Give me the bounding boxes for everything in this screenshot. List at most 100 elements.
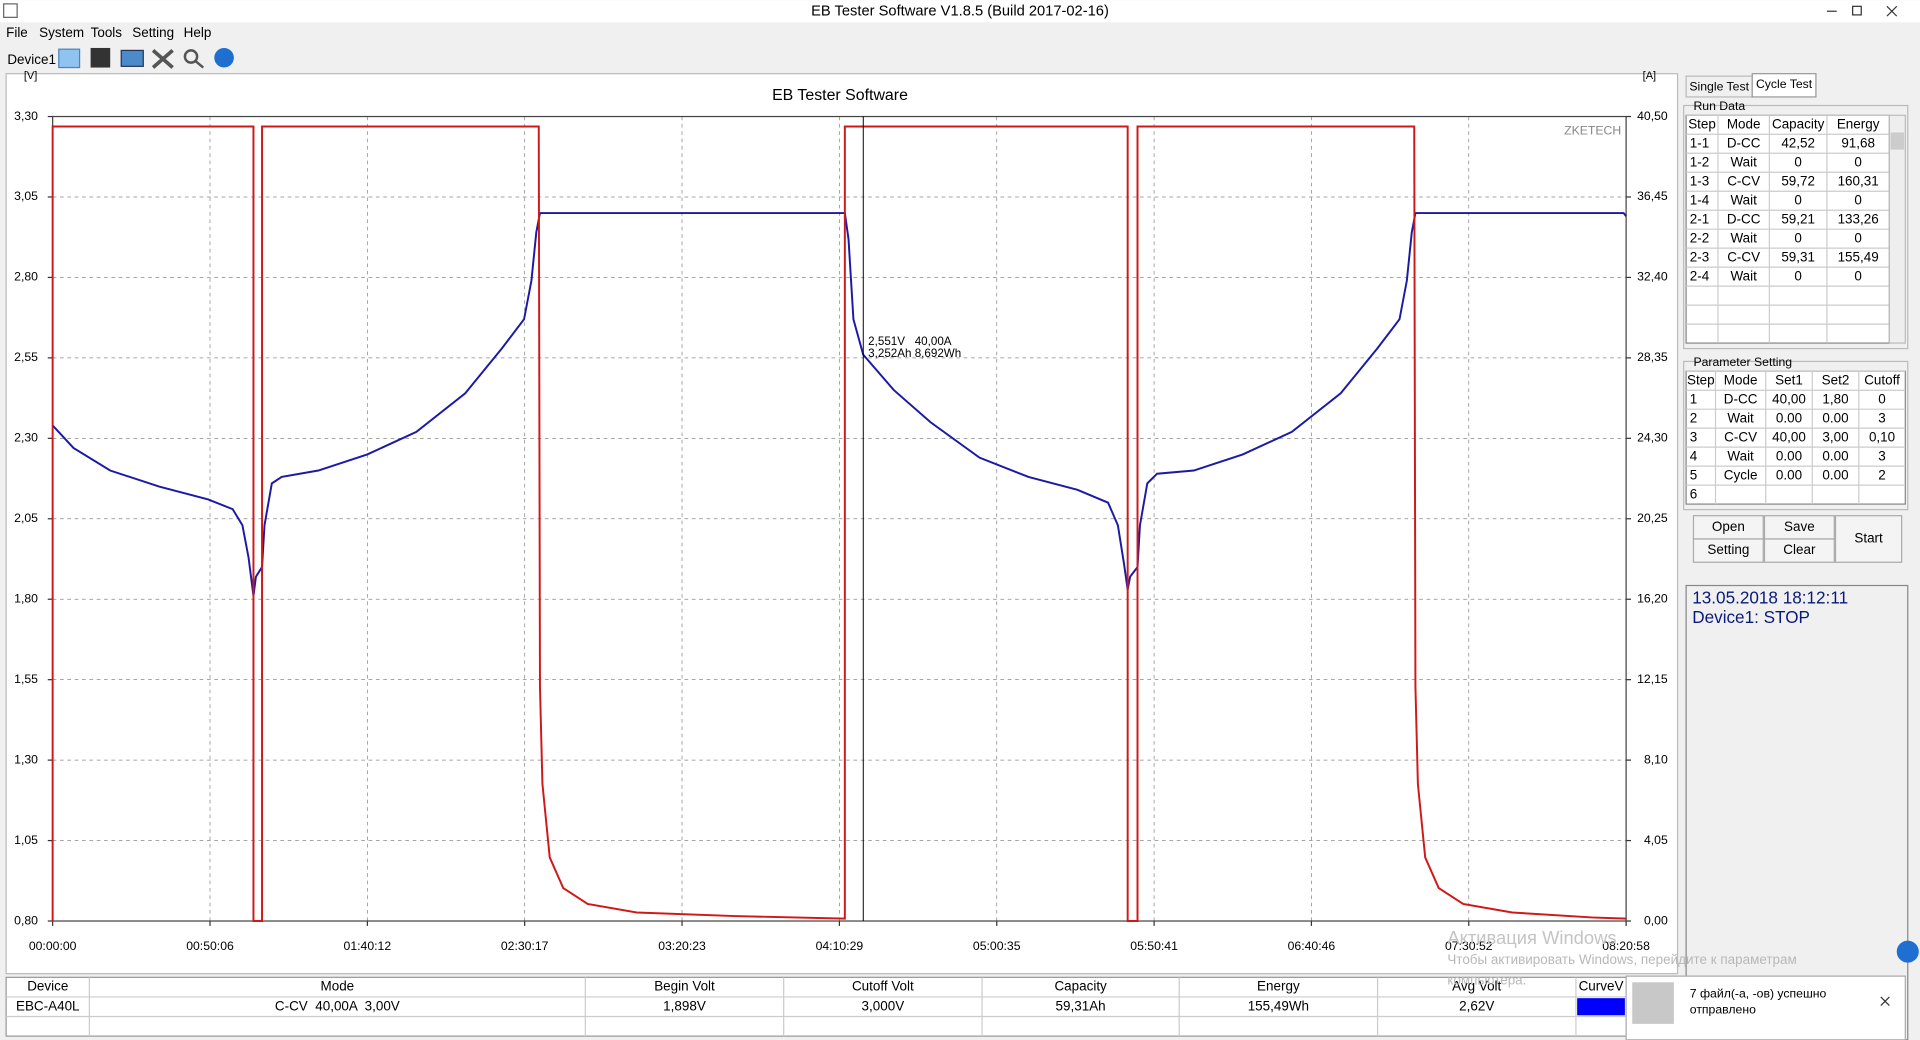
restore-button[interactable] — [1852, 5, 1862, 16]
column-header: Energy — [1837, 117, 1880, 132]
button-label[interactable]: Setting — [1707, 542, 1749, 557]
group-box — [1683, 104, 1909, 350]
table-cell: C-CV 40,00A 3,00V — [275, 998, 400, 1013]
table-cell: 6 — [1690, 486, 1697, 501]
table-cell: 1,898V — [663, 998, 706, 1013]
table-cell: 42,52 — [1781, 136, 1815, 151]
close-button[interactable] — [1886, 5, 1898, 17]
table-cell: D-CC — [1724, 392, 1758, 407]
table-cell: 0.00 — [1822, 467, 1848, 482]
tray-icon[interactable] — [1896, 940, 1919, 963]
column-header: Avg Volt — [1452, 979, 1501, 994]
table-cell: 3,000V — [862, 998, 905, 1013]
notification-close[interactable] — [1880, 996, 1890, 1006]
button[interactable] — [1763, 538, 1835, 563]
table-cell: 0 — [1878, 392, 1885, 407]
column-header: CurveV — [1579, 979, 1624, 994]
column-header: Mode — [321, 979, 355, 994]
y2-tick-label: 4,05 — [1644, 833, 1668, 847]
scroll-thumb[interactable] — [1890, 132, 1905, 150]
info-icon[interactable] — [214, 47, 234, 68]
save-icon[interactable] — [90, 47, 111, 68]
watermark: ZKETECH — [1564, 123, 1621, 137]
x-tick-label: 08:20:58 — [1602, 939, 1650, 953]
table-bg — [1685, 370, 1906, 505]
x-tick-label: 06:40:46 — [1288, 939, 1336, 953]
table-cell: 0 — [1794, 269, 1801, 284]
table-cell: 155,49Wh — [1248, 998, 1309, 1013]
toolbar — [0, 44, 1920, 74]
group-title: Parameter Setting — [1693, 355, 1792, 369]
table-cell: Wait — [1730, 155, 1757, 170]
table-cell: 0 — [1794, 193, 1801, 208]
table-cell: C-CV — [1724, 430, 1757, 445]
table-cell: 1-4 — [1690, 193, 1710, 208]
table-cell: 3 — [1690, 430, 1697, 445]
table-cell: 0 — [1794, 231, 1801, 246]
table-cell: EBC-A40L — [16, 998, 80, 1013]
table-cell: 1-1 — [1690, 136, 1709, 151]
button[interactable] — [1692, 538, 1764, 563]
column-header: Cutoff Volt — [852, 979, 914, 994]
x-tick-label: 00:00:00 — [29, 939, 77, 953]
table-bg — [5, 976, 1627, 1037]
group-title: Run Data — [1693, 99, 1745, 113]
table-cell: 0.00 — [1776, 411, 1802, 426]
column-header: Step — [1687, 373, 1715, 388]
open-icon[interactable] — [58, 48, 81, 69]
y-tick-label: 1,30 — [14, 752, 38, 766]
table-cell: 59,31Ah — [1056, 998, 1106, 1013]
table-cell: 0.00 — [1822, 449, 1848, 464]
button-label[interactable]: Start — [1854, 531, 1883, 546]
menu-item[interactable]: Help — [184, 25, 212, 40]
table-cell: 0 — [1854, 269, 1861, 284]
column-header: Mode — [1727, 117, 1761, 132]
chart-panel — [5, 73, 1679, 975]
x-tick-label: 04:10:29 — [816, 939, 864, 953]
status-device: Device1: STOP — [1692, 607, 1810, 627]
x-tick-label: 00:50:06 — [186, 939, 234, 953]
os-activation-watermark: компьютера. — [1447, 973, 1526, 988]
button-label[interactable]: Clear — [1783, 542, 1816, 557]
cursor-annotation: 2,551V 40,00A — [868, 335, 952, 348]
table-cell: 2-4 — [1690, 269, 1710, 284]
notification-text: отправлено — [1690, 1003, 1756, 1017]
table-cell: 5 — [1690, 467, 1697, 482]
y-axis-label: [V] — [24, 70, 37, 82]
y2-axis-label: [A] — [1643, 70, 1656, 82]
table-cell: 0.00 — [1776, 467, 1802, 482]
series-line — [51, 125, 1627, 922]
table-cell: Wait — [1727, 411, 1754, 426]
title-bar — [0, 0, 1920, 23]
menu-item[interactable]: File — [6, 25, 28, 40]
tab-label[interactable]: Single Test — [1689, 79, 1749, 93]
table-cell: C-CV — [1727, 174, 1760, 189]
y2-tick-label: 28,35 — [1637, 350, 1668, 364]
table-cell: 3,00 — [1822, 430, 1848, 445]
table-cell: 160,31 — [1838, 174, 1879, 189]
menu-item[interactable]: Tools — [91, 25, 123, 40]
tab-label[interactable]: Cycle Test — [1756, 77, 1813, 91]
table-cell: 0,10 — [1869, 430, 1895, 445]
y2-tick-label: 40,50 — [1637, 109, 1668, 123]
button-label[interactable]: Save — [1784, 519, 1815, 534]
scrollbar[interactable] — [1888, 114, 1906, 344]
chart-title: EB Tester Software — [772, 87, 908, 104]
button[interactable] — [1834, 515, 1903, 563]
table-cell: 2-1 — [1690, 212, 1709, 227]
monitor-icon[interactable] — [120, 49, 144, 67]
table-cell: Wait — [1730, 193, 1757, 208]
tools-icon[interactable] — [151, 49, 174, 69]
tab-active[interactable] — [1751, 73, 1817, 98]
table-cell: 40,00 — [1772, 430, 1806, 445]
y2-tick-label: 0,00 — [1644, 913, 1668, 927]
button-label[interactable]: Open — [1712, 519, 1745, 534]
side-panel: Single Test Cycle Test Run Data Step Mode Cap… — [1683, 73, 1909, 1040]
menu-item[interactable]: Setting — [132, 25, 174, 40]
menu-item[interactable]: System — [39, 25, 84, 40]
y2-tick-label: 24,30 — [1637, 431, 1668, 445]
search-icon[interactable] — [183, 49, 199, 64]
x-tick-label: 05:00:35 — [973, 939, 1021, 953]
